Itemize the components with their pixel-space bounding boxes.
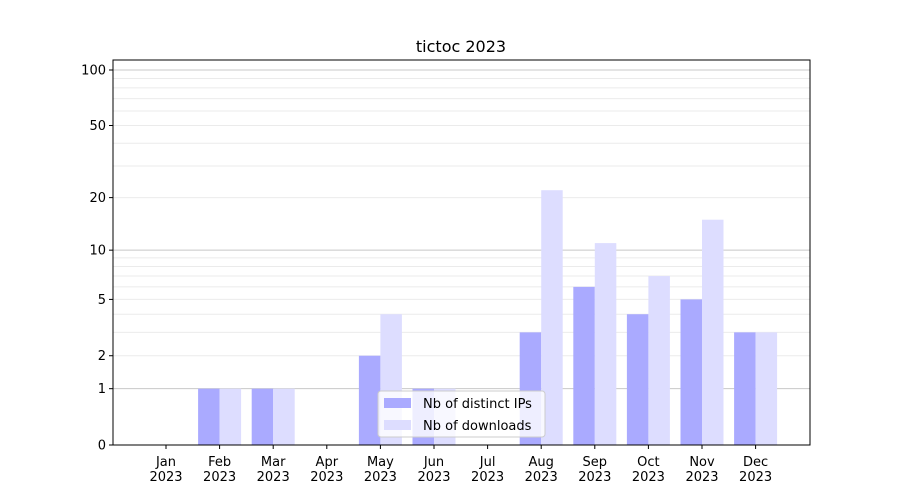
- bar-downloads: [755, 332, 778, 445]
- bar-ips: [358, 355, 381, 445]
- x-tick-label: Jan 2023: [149, 455, 182, 485]
- y-tick-label: 1: [98, 382, 106, 397]
- chart-title: tictoc 2023: [416, 37, 506, 56]
- y-tick-label: 50: [89, 119, 106, 134]
- bar-ips: [680, 299, 702, 445]
- x-tick-label: Feb 2023: [203, 455, 236, 485]
- bar-ips: [734, 332, 756, 445]
- bar-ips: [251, 388, 274, 445]
- x-tick-label: Nov 2023: [685, 455, 718, 485]
- x-tick-label: Jul 2023: [471, 455, 504, 485]
- x-axis: Jan 2023 Feb 2023 Mar 2023 Apr 2023 May 2023 Jun 20…: [149, 445, 772, 485]
- bar-ips: [626, 314, 649, 445]
- bar-downloads: [702, 219, 724, 445]
- x-tick-label: Dec 2023: [739, 455, 772, 485]
- bar-downloads: [219, 388, 242, 445]
- y-tick-label: 2: [98, 349, 106, 364]
- legend-label-downloads: Nb of downloads: [423, 419, 532, 434]
- x-tick-label: May 2023: [364, 455, 397, 485]
- legend-label-ips: Nb of distinct IPs: [423, 397, 532, 412]
- y-tick-label: 100: [81, 63, 106, 78]
- x-tick-label: Oct 2023: [632, 455, 665, 485]
- y-tick-label: 5: [98, 293, 106, 308]
- y-tick-label: 20: [89, 191, 106, 206]
- bar-downloads: [541, 190, 563, 445]
- bar-ips: [198, 388, 220, 445]
- y-tick-label: 10: [89, 244, 106, 259]
- gridlines: [113, 69, 810, 390]
- bar-ips: [573, 286, 595, 445]
- legend: Nb of distinct IPs Nb of downloads: [377, 390, 546, 438]
- x-tick-label: Jun 2023: [417, 455, 450, 485]
- x-tick-label: Apr 2023: [310, 455, 343, 485]
- plot-frame: [112, 59, 811, 446]
- x-tick-label: Mar 2023: [257, 455, 290, 485]
- bar-downloads: [594, 243, 617, 445]
- bar-downloads: [273, 388, 295, 445]
- legend-swatch-downloads: [384, 420, 411, 430]
- legend-swatch-ips: [384, 398, 411, 408]
- y-tick-label: 0: [98, 439, 106, 454]
- bar-downloads: [648, 276, 670, 445]
- x-tick-label: Aug 2023: [525, 455, 558, 485]
- legend-frame: [377, 390, 546, 438]
- y-axis: 0 1 2 5 10 20 50 100: [81, 63, 113, 454]
- x-tick-label: Sep 2023: [578, 455, 611, 485]
